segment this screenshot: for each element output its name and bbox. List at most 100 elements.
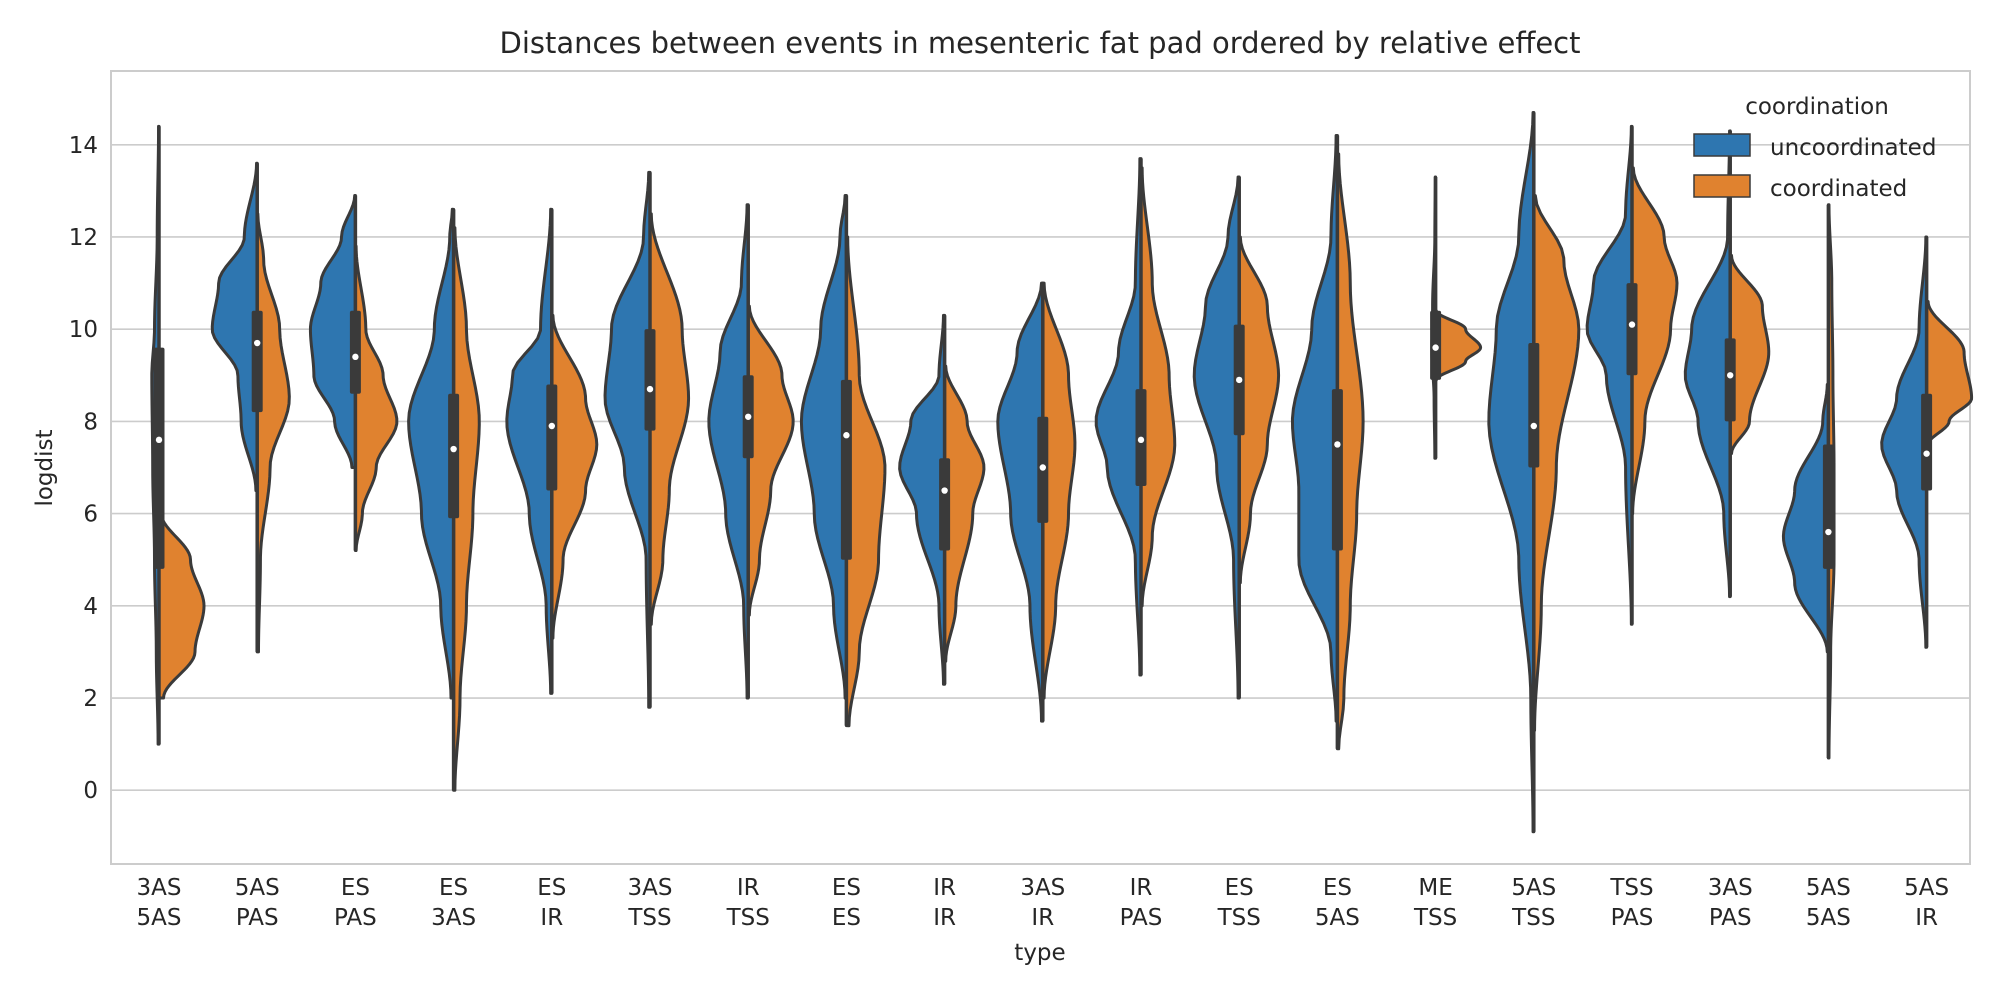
y-tick-label: 8 [83,409,98,435]
x-tick-label-line1: IR [1130,875,1153,901]
violin-half-uncoordinated [505,207,554,695]
median-dot [155,436,163,444]
violin-ir-tss [707,203,795,700]
legend-label-uncoordinated: uncoordinated [1770,135,1936,161]
iqr-box [448,393,460,519]
violin-half-coordinated [648,212,691,626]
x-tick-label-line2: PAS [334,905,377,931]
violin-half-coordinated [1630,166,1679,516]
iqr-box [251,310,263,413]
violin-half-uncoordinated [707,203,750,700]
x-tick-label-line1: IR [737,875,760,901]
iqr-box [840,379,852,560]
violin-es-5as [1290,134,1365,751]
median-dot [1137,436,1145,444]
x-tick-label-line1: 5AS [235,875,280,901]
violin-half-coordinated [255,212,291,654]
x-tick-label-line2: IR [1031,905,1054,931]
iqr-box [1528,343,1540,468]
violin-3as-tss [603,170,691,709]
violin-half-uncoordinated [210,161,259,493]
x-tick-label-line2: TSS [1511,905,1555,931]
median-dot [352,353,359,361]
y-tick-label: 0 [83,778,98,804]
y-tick-label: 12 [69,225,98,251]
violin-half-uncoordinated [1880,235,1929,649]
median-dot [548,422,555,430]
iqr-box [1921,393,1933,491]
x-axis-label: type [1014,940,1065,966]
x-tick-label-line1: ES [1225,875,1254,901]
x-tick-label-line2: ES [832,905,861,931]
median-dot [254,339,261,347]
x-tick-label-line2: IR [1915,905,1938,931]
iqr-box [644,329,656,431]
legend: coordination uncoordinated coordinated [1693,94,1936,202]
median-dot [1825,528,1832,536]
x-tick-label-line1: ES [439,875,468,901]
violin-half-coordinated [1139,166,1177,608]
x-tick-labels: 3AS 5AS 5AS PAS ES PAS ES 3AS ES IR 3AS TSS IR TSS ES E… [137,875,1950,931]
x-tick-label-line2: IR [933,905,956,931]
x-tick-label-line2: PAS [1611,905,1654,931]
median-dot [1628,321,1636,328]
x-tick-label-line2: TSS [726,905,770,931]
median-dot [843,432,850,439]
violin-half-coordinated [943,364,986,663]
x-tick-label-line2: IR [540,905,563,931]
violins [150,110,1974,834]
violin-5as-5as [1781,203,1836,760]
x-tick-label-line1: ME [1418,875,1452,901]
y-tick-label: 2 [83,686,98,712]
x-tick-label-line2: TSS [1217,905,1261,931]
x-tick-label-line2: PAS [1709,905,1752,931]
y-axis-label: logdist [32,429,58,506]
violin-ir-pas [1094,157,1177,677]
violin-half-uncoordinated [1487,110,1536,834]
violin-es-pas [308,193,399,552]
violin-half-uncoordinated [308,193,357,469]
violin-half-coordinated [1728,253,1771,456]
iqr-box [1331,389,1343,551]
violin-es-ir [505,207,599,695]
iqr-box [939,458,951,551]
x-tick-label-line1: IR [933,875,956,901]
median-dot [745,413,752,420]
x-tick-label-line2: PAS [236,905,279,931]
iqr-box [153,347,165,569]
violin-me-tss [1430,175,1483,460]
legend-swatch-uncoordinated [1693,133,1751,157]
violin-half-uncoordinated [799,193,848,700]
violin-half-uncoordinated [1781,383,1830,654]
x-tick-label-line2: 3AS [431,905,476,931]
x-tick-label-line1: 3AS [1020,875,1065,901]
x-tick-label-line2: PAS [1120,905,1163,931]
violin-tss-pas [1585,124,1679,626]
iqr-box [1822,444,1834,569]
x-tick-label-line1: ES [537,875,566,901]
x-tick-label-line1: 5AS [1511,875,1556,901]
violin-es-es [799,193,887,728]
median-dot [1334,441,1341,448]
x-tick-label-line2: 5AS [1806,905,1851,931]
violin-half-uncoordinated [1094,157,1143,677]
x-tick-label-line1: ES [341,875,370,901]
x-tick-label-line1: TSS [1609,875,1653,901]
median-dot [1039,464,1047,471]
legend-label-coordinated: coordinated [1770,176,1907,202]
x-tick-label-line1: 3AS [1708,875,1753,901]
median-dot [646,385,654,393]
x-tick-label-line1: 5AS [1806,875,1851,901]
median-dot [1432,344,1439,351]
violin-5as-pas [210,161,291,654]
violin-half-coordinated [1925,300,1974,446]
violin-half-coordinated [353,244,399,552]
violin-5as-tss [1487,110,1581,834]
violin-half-uncoordinated [898,313,947,686]
iqr-box [546,384,558,491]
iqr-box [1626,283,1638,376]
chart-title: Distances between events in mesenteric f… [499,26,1580,60]
violin-5as-ir [1880,235,1974,649]
violin-3as-pas [1683,129,1771,599]
